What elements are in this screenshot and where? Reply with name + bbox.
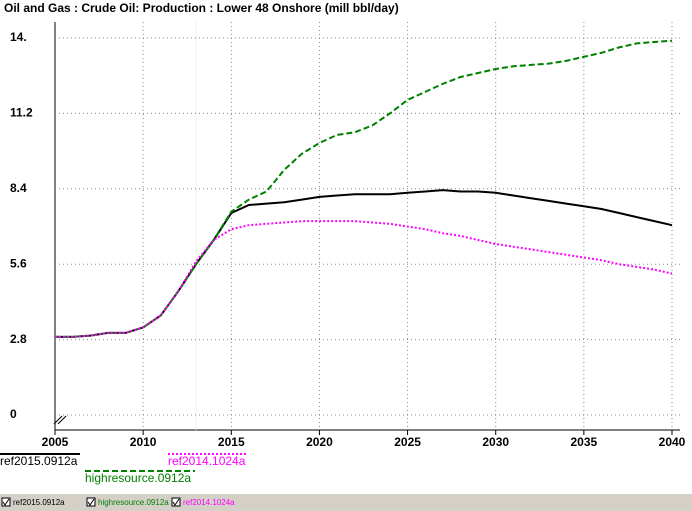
- series-checkbox[interactable]: [1, 497, 11, 507]
- x-tick-label: 2015: [218, 435, 245, 449]
- x-tick-label: 2040: [659, 435, 686, 449]
- series-line: [55, 189, 673, 338]
- checkmark: [87, 498, 95, 506]
- y-tick-label: 2.8: [10, 332, 27, 346]
- series-checkbox[interactable]: [86, 497, 96, 507]
- x-tick-label: 2025: [394, 435, 421, 449]
- chart-title: Oil and Gas : Crude Oil: Production : Lo…: [4, 1, 399, 15]
- checkmark: [2, 498, 10, 506]
- checkmark: [172, 498, 180, 506]
- series-line: [55, 39, 673, 338]
- series-checkbox[interactable]: [171, 497, 181, 507]
- toggle-label[interactable]: ref2014.1024a: [183, 498, 235, 507]
- y-tick-label: 0: [10, 407, 17, 421]
- legend-label: highresource.0912a: [85, 471, 191, 485]
- series-line: [55, 220, 673, 338]
- y-tick-label: 11.2: [10, 106, 33, 120]
- y-tick-label: 5.6: [10, 256, 27, 270]
- legend-label: ref2015.0912a: [0, 454, 78, 468]
- x-tick-label: 2030: [482, 435, 509, 449]
- legend-label: ref2014.1024a: [168, 454, 246, 468]
- y-tick-label: 14.: [10, 30, 27, 44]
- axis-break: [53, 415, 67, 425]
- x-tick-label: 2010: [130, 435, 157, 449]
- toggle-label[interactable]: ref2015.0912a: [13, 498, 65, 507]
- x-tick-label: 2005: [42, 435, 69, 449]
- x-tick-label: 2035: [571, 435, 598, 449]
- y-tick-label: 8.4: [10, 181, 27, 195]
- x-tick-label: 2020: [306, 435, 333, 449]
- toggle-label[interactable]: highresource.0912a: [98, 498, 169, 507]
